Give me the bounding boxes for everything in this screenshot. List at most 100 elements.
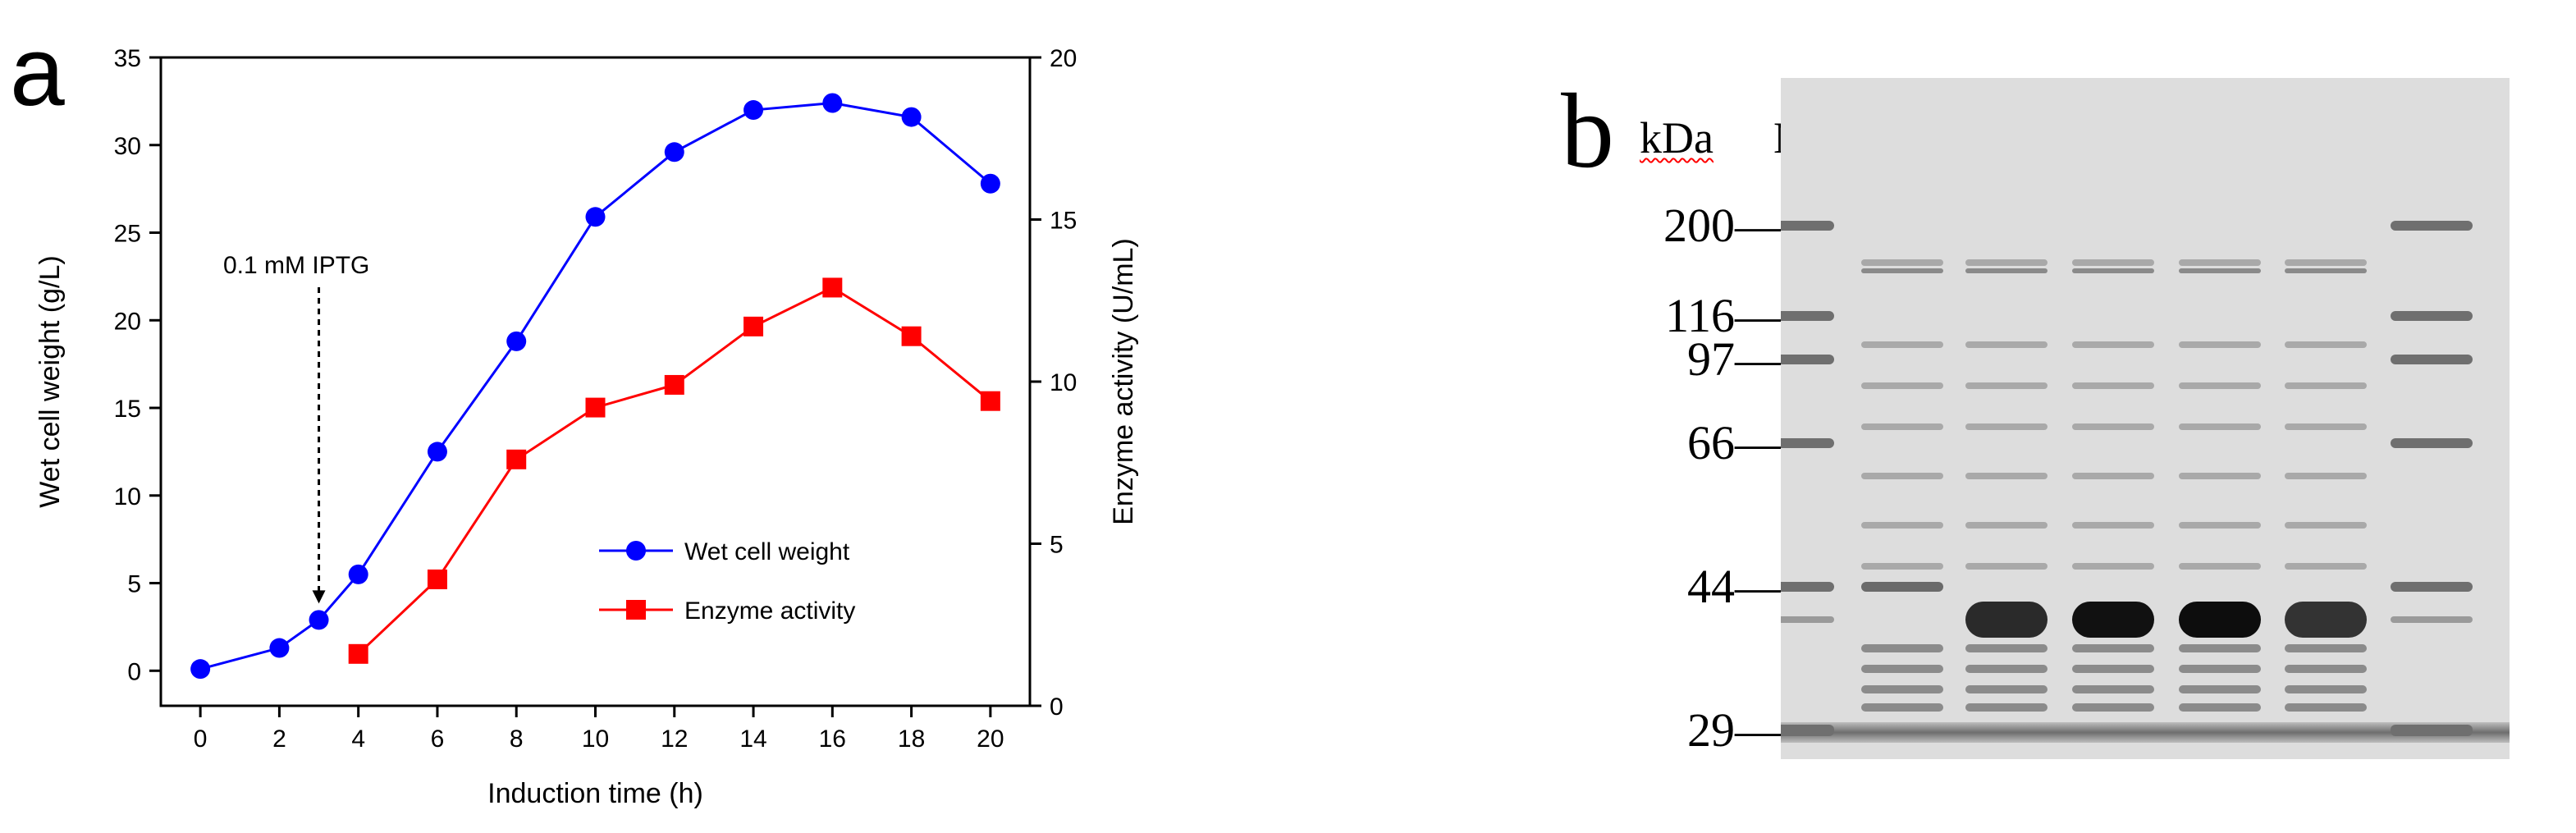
data-point-wet-cell-weight [190,659,211,680]
mw-marker-97: 97— [1687,332,1782,386]
gel-band [2179,563,2261,570]
gel-band [2285,259,2367,266]
gel-lane [1781,78,1837,759]
gel-band [1781,355,1834,364]
gel-band [1861,341,1943,348]
y-tick-label: 15 [114,396,141,423]
panel-a-label: a [10,16,65,126]
gel-band [2285,473,2367,479]
gel-band [2072,665,2154,673]
y2-tick-label: 20 [1050,45,1077,72]
gel-band [1965,473,2048,479]
data-point-enzyme-activity [348,643,368,664]
gel-band [2391,725,2473,736]
data-point-enzyme-activity [585,397,606,418]
iptg-annotation: 0.1 mM IPTG [223,252,369,604]
y-tick-label: 10 [114,483,141,510]
gel-band [1861,473,1943,479]
x-tick-label: 4 [351,725,365,753]
gel-band [2391,221,2473,231]
y-tick-label: 30 [114,133,141,160]
gel-lane [2281,78,2370,759]
gel-band [2285,685,2367,693]
y2-tick-label: 10 [1050,369,1077,396]
x-tick-label: 8 [510,725,524,753]
panel-b-label: b [1561,72,1614,190]
gel-band [2391,582,2473,592]
gel-band [1861,522,1943,529]
gel-band [1965,563,2048,570]
gel-band [1965,644,2048,652]
data-point-enzyme-activity [506,449,527,469]
data-point-wet-cell-weight [506,331,527,351]
x-tick-label: 20 [977,725,1004,753]
gel-band [2179,341,2261,348]
gel-band [1781,616,1834,623]
mw-marker-66: 66— [1687,416,1782,469]
y2-tick-label: 0 [1050,693,1064,721]
x-tick-label: 0 [194,725,208,753]
gel-band [1861,644,1943,652]
gel-band [2072,423,2154,430]
gel-band [1965,341,2048,348]
y-tick-label: 0 [127,658,141,685]
gel-band [1861,563,1943,570]
gel-band [1781,221,1834,231]
gel-band [2072,473,2154,479]
gel-band [2285,602,2367,638]
gel-band [1965,685,2048,693]
y-tick-label: 35 [114,45,141,72]
gel-band [1861,382,1943,389]
gel-band [2285,341,2367,348]
data-point-enzyme-activity [744,316,764,336]
gel-band [2285,665,2367,673]
panel-a-chart: a 0 2 4 6 8 10 12 14 16 18 20 0 5 10 15 20 25 30 35 0 5 10 15 2… [10,16,1139,809]
data-point-enzyme-activity [901,326,922,346]
plot-frame [159,56,1032,707]
annotation-arrow-head [312,590,326,604]
gel-band [1861,685,1943,693]
gel-band [2285,644,2367,652]
gel-band [1861,268,1943,273]
data-point-wet-cell-weight [585,207,606,227]
y-axis-title: Wet cell weight (g/L) [34,255,66,507]
x-tick-label: 14 [739,725,766,753]
kda-unit-label: kDa [1640,113,1714,162]
gel-band [2391,616,2473,623]
legend-label-enzyme-activity: Enzyme activity [684,597,855,625]
gel-band [2285,703,2367,712]
gel-band [1965,522,2048,529]
legend-label-wet-cell-weight: Wet cell weight [684,538,850,565]
data-point-enzyme-activity [664,374,684,395]
data-point-wet-cell-weight [822,93,843,113]
gel-band [2179,423,2261,430]
gel-band [1965,382,2048,389]
gel-band [1781,311,1834,321]
mw-marker-29: 29— [1687,703,1782,757]
x-tick-label: 6 [431,725,445,753]
x-tick-label: 10 [582,725,609,753]
gel-band [2179,522,2261,529]
gel-band [1861,665,1943,673]
gel-band [2072,563,2154,570]
gel-lane [2069,78,2157,759]
gel-lane [1858,78,1947,759]
gel-band [2391,355,2473,364]
gel-band [1965,268,2048,273]
data-point-wet-cell-weight [744,100,764,121]
data-point-wet-cell-weight [269,638,290,658]
gel-band [2285,563,2367,570]
iptg-annotation-text: 0.1 mM IPTG [223,252,369,279]
gel-band [2072,703,2154,712]
gel-band [2072,259,2154,266]
gel-band [1861,582,1943,592]
gel-lane [2387,78,2476,759]
y-tick-label: 5 [127,571,141,598]
gel-band [1965,602,2048,638]
data-point-wet-cell-weight [980,173,1000,194]
mw-marker-116: 116— [1665,289,1782,342]
gel-band [2179,268,2261,273]
data-point-wet-cell-weight [427,442,447,462]
gel-lane [2176,78,2264,759]
gel-band [2285,522,2367,529]
